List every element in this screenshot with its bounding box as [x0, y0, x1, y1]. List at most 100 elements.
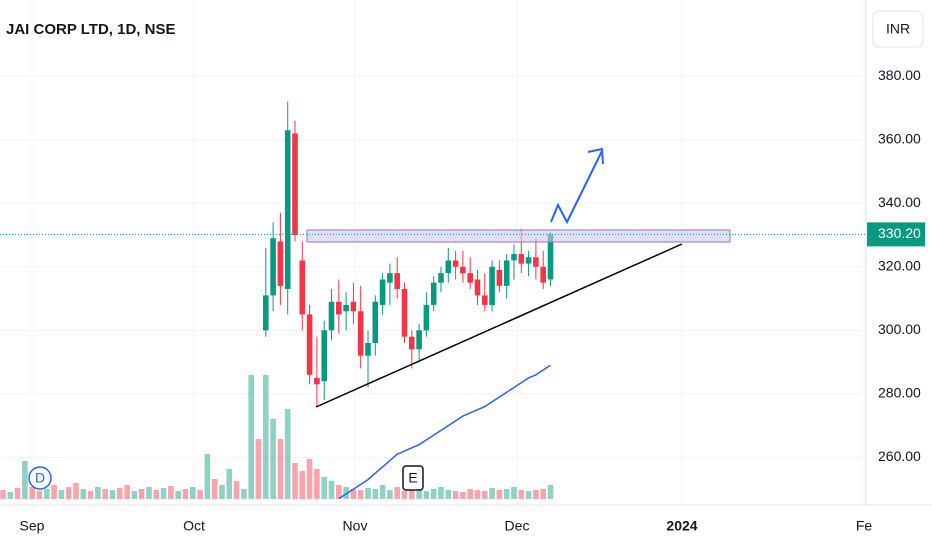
volume-bar [467, 489, 473, 499]
volume-bar [204, 454, 211, 499]
y-tick-label: 280.00 [878, 385, 921, 401]
volume-bar [525, 491, 532, 499]
volume-bar [460, 492, 466, 499]
volume-bar [197, 490, 203, 499]
candle-body [547, 234, 554, 280]
candle-body [533, 257, 539, 267]
volume-bar [44, 489, 50, 499]
volume-bar [452, 491, 459, 499]
volume-bar [496, 490, 503, 499]
x-tick-label: Fe [856, 518, 873, 534]
volume-bar [445, 490, 452, 499]
volume-bar [36, 491, 43, 499]
volume-bar [518, 490, 525, 499]
volume-bar [314, 469, 320, 499]
x-tick-label: Oct [183, 518, 205, 534]
candle-body [292, 133, 298, 236]
volume-bar [29, 487, 35, 499]
x-tick-label: Dec [505, 518, 530, 534]
volume-bar [182, 489, 189, 499]
volume-bar [124, 485, 130, 499]
volume-bar [365, 488, 371, 499]
volume-bar [270, 419, 276, 499]
x-tick-label: 2024 [666, 518, 697, 534]
volume-bar [292, 463, 298, 499]
volume-bar [547, 485, 554, 499]
candle-body [452, 260, 459, 267]
candle-body [321, 330, 327, 382]
volume-bar [211, 479, 218, 499]
candle-body [445, 260, 452, 274]
x-tick-label: Sep [20, 518, 45, 534]
y-tick-label: 360.00 [878, 130, 921, 146]
candle-body [336, 301, 342, 315]
volume-bar [394, 487, 400, 499]
volume-bar [102, 489, 108, 499]
volume-bar [233, 481, 240, 499]
volume-bar [153, 490, 160, 499]
volume-bar [350, 489, 357, 499]
currency-button[interactable] [872, 10, 924, 48]
y-tick-label: 300.00 [878, 321, 921, 337]
volume-bar [430, 489, 437, 499]
candle-body [314, 377, 320, 385]
volume-bar [299, 471, 306, 499]
volume-bar [263, 375, 269, 499]
volume-bar [168, 486, 174, 499]
volume-bar [284, 409, 291, 499]
volume-bar [65, 487, 72, 499]
arrow-head [587, 147, 604, 165]
volume-bar [416, 490, 422, 499]
volume-bar [117, 488, 123, 499]
volume-bar [109, 490, 116, 499]
volume-bar [401, 491, 408, 499]
volume-bar [248, 375, 254, 499]
arrow [550, 150, 603, 225]
candle-body [511, 254, 517, 261]
candle-body [277, 241, 284, 286]
volume-bar [87, 491, 94, 499]
volume-bar [489, 488, 495, 499]
candle-body [503, 260, 510, 286]
candle-body [270, 238, 276, 296]
currency[interactable]: INR [886, 21, 910, 37]
candle-body [423, 304, 430, 331]
volume-bar [503, 489, 510, 499]
volume-bar [138, 489, 145, 499]
volume-bar [0, 490, 6, 499]
volume-bar [7, 492, 14, 499]
candle-body [401, 289, 408, 337]
candle-body [467, 273, 473, 283]
volume-bar [306, 459, 313, 499]
volume-bar [336, 485, 342, 499]
price-pane [263, 101, 554, 500]
volume-bar [277, 439, 284, 499]
volume-bar [255, 439, 262, 499]
y-tick-label: 320.00 [878, 257, 921, 273]
volume-bar [241, 489, 247, 499]
candle-body [525, 257, 532, 264]
volume-bar [379, 485, 386, 499]
y-tick-label: 340.00 [878, 194, 921, 210]
volume-bar [58, 490, 65, 499]
candle-body [357, 311, 364, 356]
volume-bar [160, 488, 167, 499]
volume-bar [372, 489, 379, 499]
candle-body [263, 295, 269, 331]
candle-body [474, 279, 481, 296]
volume-bar [73, 483, 79, 499]
volume-bar [175, 491, 181, 499]
candle-body [387, 273, 393, 283]
candle-body [409, 336, 415, 350]
volume-bar [146, 487, 152, 499]
candle-body [299, 260, 306, 315]
candle-body [379, 279, 386, 305]
volume-bar [14, 488, 21, 499]
candle-body [394, 273, 400, 290]
candle-body [365, 343, 371, 356]
volume-bar [423, 491, 430, 499]
candle-body [540, 266, 546, 283]
candle-body [372, 301, 379, 344]
volume-bar [533, 490, 539, 499]
